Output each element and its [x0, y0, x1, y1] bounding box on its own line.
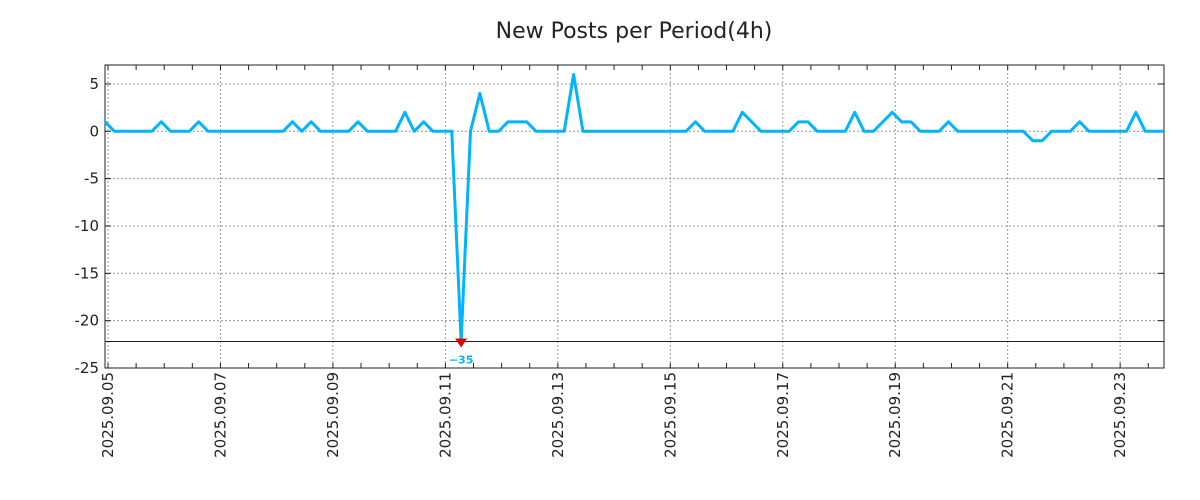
- x-tick-label: 2025.09.17: [774, 372, 792, 458]
- x-tick-label: 2025.09.09: [324, 372, 342, 458]
- x-tick-label: 2025.09.21: [999, 372, 1017, 458]
- y-tick-label: -15: [75, 264, 100, 282]
- plot-frame: [104, 64, 1165, 369]
- series-line: [103, 72, 1164, 343]
- x-tick-label: 2025.09.07: [211, 372, 229, 458]
- x-tick-label: 2025.09.23: [1111, 372, 1129, 458]
- clipped-marker-icon: [455, 338, 468, 348]
- y-tick-label: -20: [75, 312, 100, 330]
- y-tick-label: -25: [75, 359, 100, 377]
- x-tick-label: 2025.09.05: [99, 372, 117, 458]
- y-tick-label: 0: [89, 122, 99, 140]
- axes: [104, 64, 1165, 369]
- chart-title: New Posts per Period(4h): [496, 19, 773, 44]
- series-layer: [103, 72, 1165, 348]
- grid: [105, 65, 1164, 369]
- x-tick-label: 2025.09.19: [886, 372, 904, 458]
- clipped-value-label: −35: [449, 353, 474, 366]
- y-tick-label: -5: [84, 170, 99, 188]
- y-tick-label: -10: [75, 217, 100, 235]
- x-tick-label: 2025.09.13: [549, 372, 567, 458]
- y-tick-label: 5: [89, 75, 99, 93]
- x-tick-label: 2025.09.15: [661, 372, 679, 458]
- x-tick-label: 2025.09.11: [436, 372, 454, 458]
